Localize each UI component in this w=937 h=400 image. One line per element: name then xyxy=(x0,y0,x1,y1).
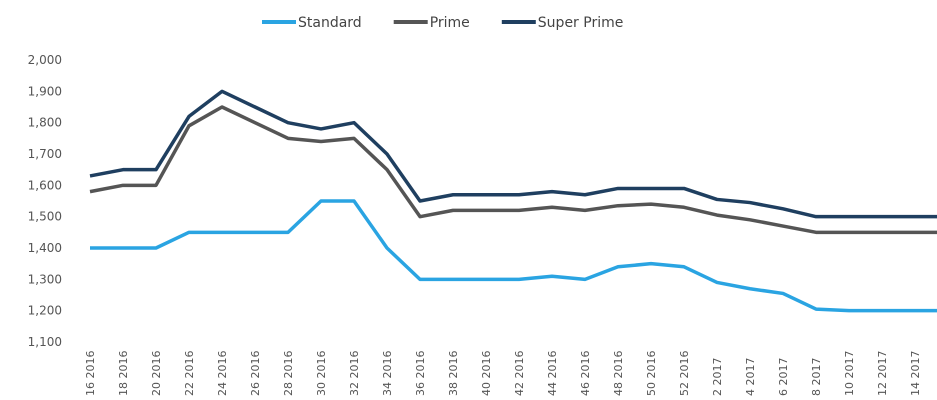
y-tick-label: 1,100 xyxy=(28,335,62,349)
x-tick-label: 6 2017 xyxy=(777,358,790,397)
x-tick-label: 40 2016 xyxy=(480,351,493,397)
y-tick-label: 1,800 xyxy=(28,116,62,130)
x-tick-label: 36 2016 xyxy=(414,351,427,397)
x-tick-label: 48 2016 xyxy=(612,351,625,397)
y-tick-label: 1,200 xyxy=(28,304,62,318)
x-tick-label: 12 2017 xyxy=(876,351,889,397)
series-line xyxy=(89,105,937,235)
x-tick-label: 2 2017 xyxy=(711,358,724,397)
legend-label: Super Prime xyxy=(538,15,624,31)
x-tick-label: 44 2016 xyxy=(546,351,559,397)
y-tick-label: 1,900 xyxy=(28,84,62,98)
y-tick-label: 1,400 xyxy=(28,241,62,255)
x-tick-label: 30 2016 xyxy=(315,351,328,397)
x-tick-label: 18 2016 xyxy=(117,351,130,397)
y-tick-label: 1,300 xyxy=(28,272,62,286)
series-line xyxy=(90,199,937,313)
y-tick-label: 1,600 xyxy=(28,178,62,192)
x-tick-label: 14 2017 xyxy=(909,351,922,397)
x-tick-label: 28 2016 xyxy=(282,351,295,397)
x-tick-label: 52 2016 xyxy=(678,351,691,397)
y-tick-label: 1,700 xyxy=(28,147,62,161)
legend: Standard Prime Super Prime xyxy=(262,15,623,31)
x-tick-label: 16 2016 xyxy=(84,351,97,397)
x-tick-label: 26 2016 xyxy=(249,351,262,397)
x-tick-label: 24 2016 xyxy=(216,351,229,397)
x-tick-label: 46 2016 xyxy=(579,351,592,397)
x-tick-label: 22 2016 xyxy=(183,351,196,397)
x-tick-label: 8 2017 xyxy=(810,358,823,397)
legend-label: Standard xyxy=(298,15,362,31)
y-tick-label: 2,000 xyxy=(28,53,62,67)
series-line xyxy=(89,89,937,219)
x-tick-label: 38 2016 xyxy=(447,351,460,397)
x-tick-label: 34 2016 xyxy=(381,351,394,397)
legend-label: Prime xyxy=(430,15,470,31)
x-tick-label: 20 2016 xyxy=(150,351,163,397)
x-tick-label: 42 2016 xyxy=(513,351,526,397)
x-tick-label: 50 2016 xyxy=(645,351,658,397)
x-tick-label: 10 2017 xyxy=(843,351,856,397)
x-tick-label: 4 2017 xyxy=(744,358,757,397)
y-tick-label: 1,500 xyxy=(28,210,62,224)
x-tick-label: 32 2016 xyxy=(348,351,361,397)
